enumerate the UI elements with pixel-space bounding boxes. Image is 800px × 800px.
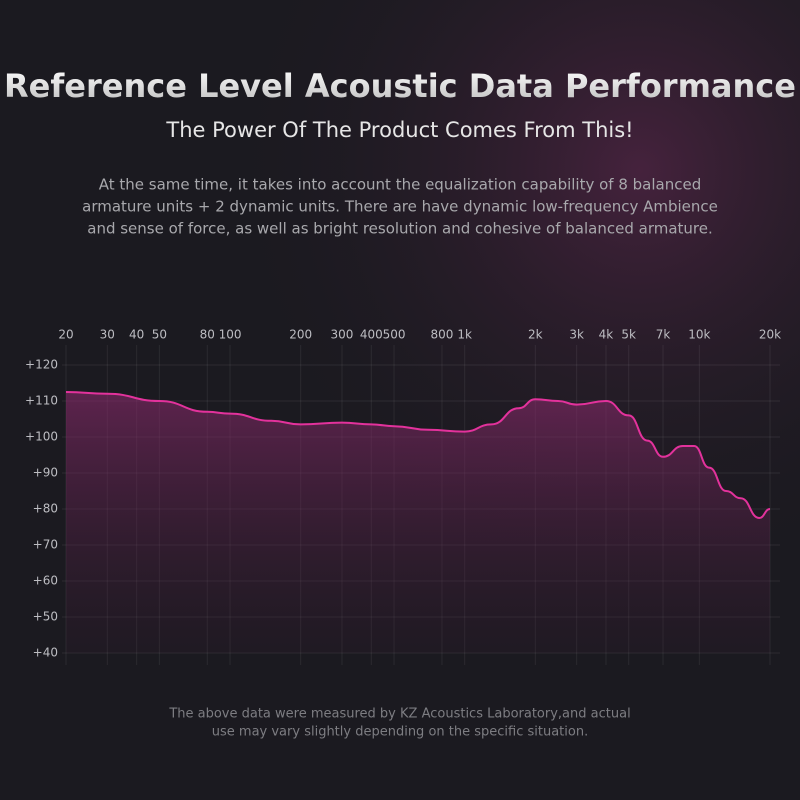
x-tick-label: 30	[100, 328, 115, 342]
y-tick-label: +40	[33, 646, 58, 660]
x-tick-label: 80	[200, 328, 215, 342]
y-tick-label: +80	[33, 502, 58, 516]
note-line: The above data were measured by KZ Acous…	[168, 707, 630, 722]
x-tick-label: 100	[219, 328, 242, 342]
x-tick-label: 4k	[599, 328, 614, 342]
subtitle: The Power Of The Product Comes From This…	[165, 118, 633, 142]
y-tick-label: +100	[25, 430, 58, 444]
x-tick-label: 2k	[528, 328, 543, 342]
x-tick-label: 300	[331, 328, 354, 342]
y-tick-label: +60	[33, 574, 58, 588]
x-tick-label: 40	[129, 328, 144, 342]
description-line: and sense of force, as well as bright re…	[87, 220, 713, 238]
x-tick-label: 10k	[688, 328, 710, 342]
response-line	[65, 391, 771, 520]
y-tick-label: +70	[33, 538, 58, 552]
x-tick-label: 20	[58, 328, 73, 342]
x-tick-label: 20k	[759, 328, 781, 342]
x-tick-label: 1k	[457, 328, 472, 342]
x-tick-label: 400	[360, 328, 383, 342]
x-tick-label: 3k	[569, 328, 584, 342]
note-line: use may vary slightly depending on the s…	[212, 725, 588, 740]
y-tick-label: +120	[25, 358, 58, 372]
x-tick-label: 7k	[656, 328, 671, 342]
title: Reference Level Acoustic Data Performanc…	[4, 67, 796, 105]
x-tick-label: 800	[430, 328, 453, 342]
y-tick-label: +110	[25, 394, 58, 408]
description-line: armature units + 2 dynamic units. There …	[82, 198, 718, 216]
x-tick-label: 500	[383, 328, 406, 342]
x-tick-label: 200	[289, 328, 312, 342]
y-tick-label: +90	[33, 466, 58, 480]
description-line: At the same time, it takes into account …	[99, 176, 702, 194]
x-tick-label: 50	[152, 328, 167, 342]
area	[66, 392, 770, 653]
y-tick-label: +50	[33, 610, 58, 624]
x-tick-label: 5k	[621, 328, 636, 342]
